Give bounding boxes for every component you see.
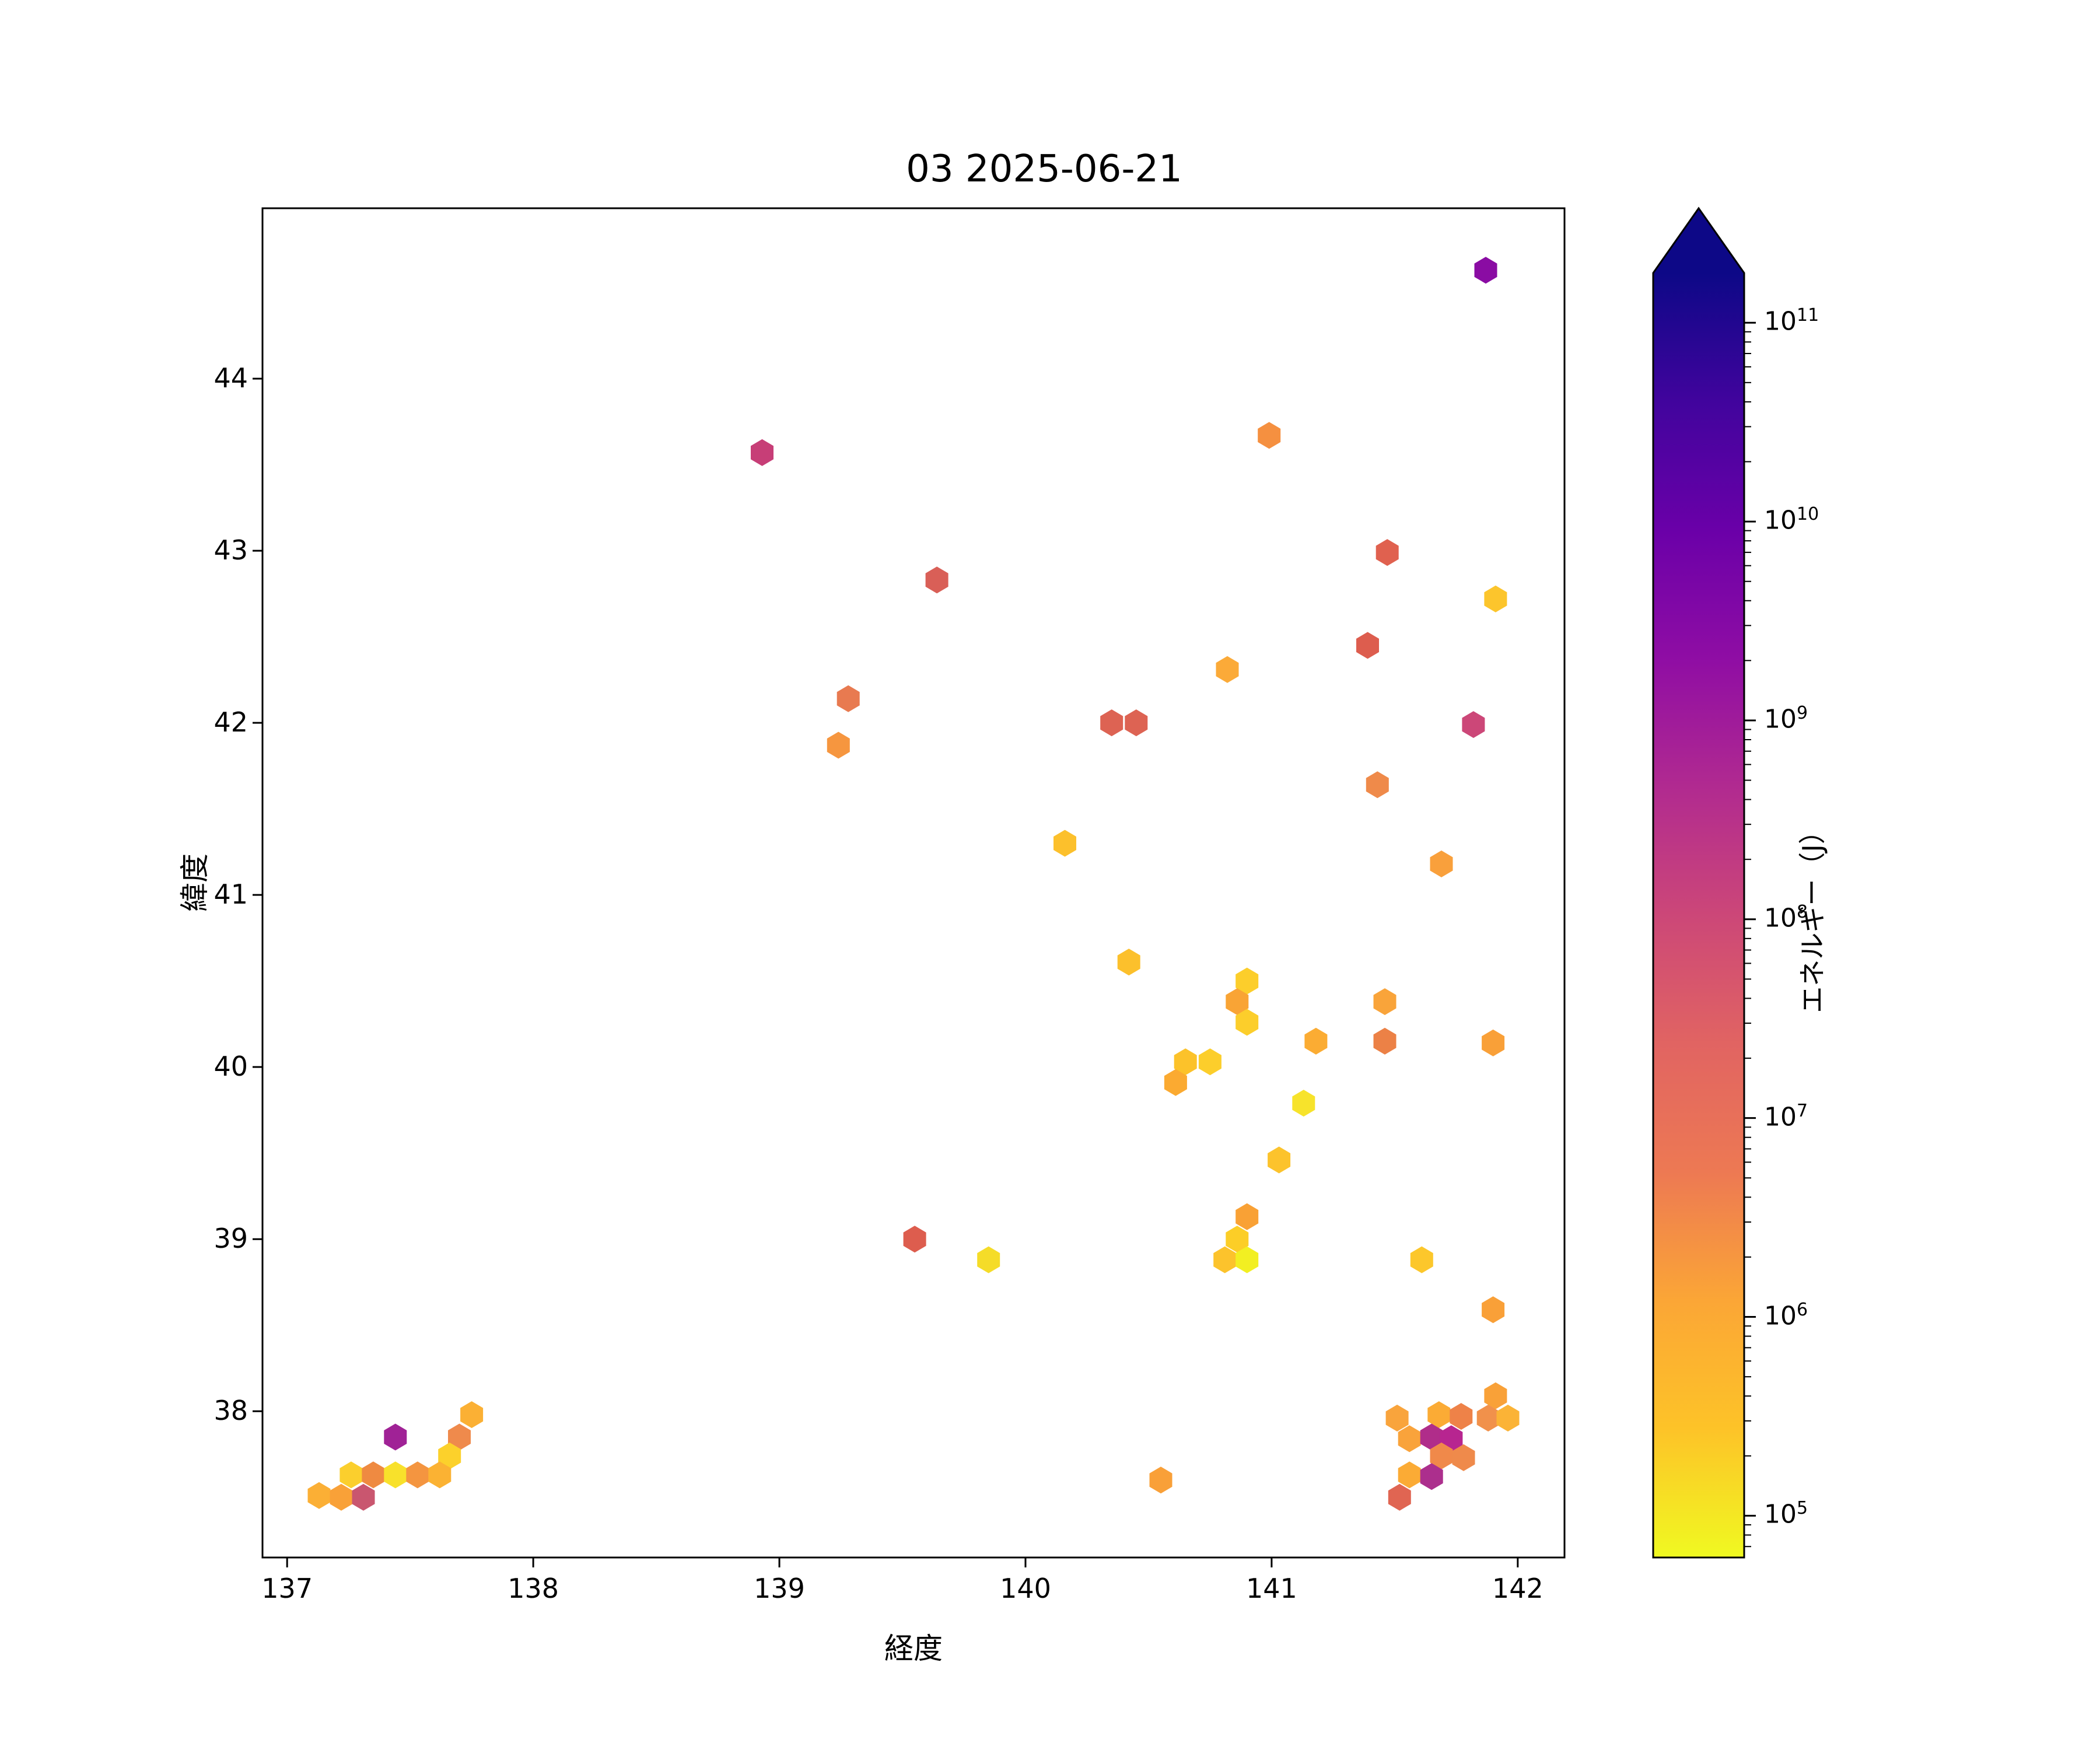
hex-cell xyxy=(1376,539,1399,566)
hex-cell xyxy=(1430,1442,1453,1469)
y-tick-label: 43 xyxy=(214,534,248,566)
hex-cell xyxy=(362,1461,385,1489)
hex-cell xyxy=(1462,711,1485,738)
hex-cell xyxy=(1398,1425,1421,1452)
hex-cell xyxy=(406,1461,429,1489)
y-tick-label: 38 xyxy=(214,1395,248,1427)
hex-cell xyxy=(1117,949,1140,976)
chart-title: 03 2025-06-21 xyxy=(906,148,1182,191)
colorbar-tick-label: 107 xyxy=(1764,1100,1808,1132)
colorbar-tick-label: 109 xyxy=(1764,702,1808,734)
x-tick-label: 139 xyxy=(754,1573,805,1604)
hex-cell xyxy=(1198,1048,1222,1076)
hex-cell xyxy=(1484,1382,1507,1409)
hex-cell xyxy=(1258,422,1281,449)
y-tick-label: 41 xyxy=(214,878,248,911)
hex-cell xyxy=(1236,1246,1259,1273)
hex-cell xyxy=(1236,967,1259,995)
colorbar-tick-label: 106 xyxy=(1764,1299,1808,1331)
hex-cell xyxy=(1149,1466,1172,1494)
hex-cell xyxy=(1496,1405,1520,1432)
hex-cell xyxy=(330,1483,353,1511)
hex-cell xyxy=(1420,1463,1443,1490)
hex-cell xyxy=(1482,1029,1505,1056)
hex-cell xyxy=(903,1226,926,1253)
hex-cell xyxy=(827,732,850,759)
hex-cell xyxy=(1226,988,1249,1016)
hex-cell xyxy=(384,1423,407,1451)
hex-cell xyxy=(1174,1048,1197,1076)
y-tick-label: 39 xyxy=(214,1223,248,1255)
hex-cell xyxy=(352,1483,375,1511)
colorbar-tick-label: 1010 xyxy=(1764,504,1819,536)
axes-frame xyxy=(261,207,1566,1559)
hex-cell xyxy=(1474,257,1497,284)
hexbin-points xyxy=(307,257,1520,1511)
hex-cell xyxy=(1216,656,1239,683)
colorbar-tick-label: 108 xyxy=(1764,901,1808,933)
hex-cell xyxy=(1356,632,1379,659)
colorbar-tick-label: 105 xyxy=(1764,1498,1808,1530)
hex-cell xyxy=(1385,1405,1409,1432)
colorbar-gradient xyxy=(1653,273,1744,1558)
hex-cell xyxy=(977,1246,1000,1273)
hex-cell xyxy=(1213,1246,1237,1273)
colorbar-tick-label: 1011 xyxy=(1764,305,1819,337)
hex-cell xyxy=(1236,1203,1259,1230)
hex-cell xyxy=(1476,1405,1500,1432)
hex-cell xyxy=(1304,1027,1328,1055)
hex-cell xyxy=(384,1461,407,1489)
hex-cell xyxy=(836,685,860,712)
x-tick-label: 142 xyxy=(1492,1573,1544,1604)
x-axis-label: 経度 xyxy=(884,1632,943,1665)
hex-cell xyxy=(1366,771,1389,799)
y-tick-label: 42 xyxy=(214,706,248,738)
hex-cell xyxy=(1373,988,1396,1016)
hex-cell xyxy=(1054,830,1076,857)
hex-cell xyxy=(925,566,949,594)
hex-cell xyxy=(1268,1146,1291,1174)
hex-cell xyxy=(1125,709,1148,737)
hex-cell xyxy=(1164,1069,1187,1096)
hex-cell xyxy=(1420,1423,1443,1451)
hex-cell xyxy=(1373,1027,1396,1055)
hex-cell xyxy=(448,1423,471,1451)
y-tick-label: 40 xyxy=(214,1051,248,1083)
hex-cell xyxy=(1226,1226,1249,1253)
hex-cell xyxy=(340,1461,363,1489)
hex-cell xyxy=(1388,1483,1411,1511)
y-tick-label: 44 xyxy=(214,362,248,394)
hex-cell xyxy=(751,439,774,466)
hex-cell xyxy=(438,1442,461,1469)
colorbar-extend-arrow xyxy=(1653,208,1744,273)
x-tick-label: 138 xyxy=(508,1573,559,1604)
hex-cell xyxy=(1450,1403,1473,1430)
hex-cell xyxy=(1236,1009,1259,1036)
hex-cell xyxy=(1100,709,1124,737)
hex-cell xyxy=(1398,1461,1421,1489)
x-tick-label: 137 xyxy=(261,1573,313,1604)
hex-cell xyxy=(1482,1296,1505,1324)
hex-cell xyxy=(1427,1401,1451,1429)
colorbar-outline xyxy=(1652,206,1745,1559)
hex-cell xyxy=(1410,1246,1433,1273)
hex-cell xyxy=(460,1401,484,1429)
hex-cell xyxy=(1484,585,1507,612)
hex-cell xyxy=(1292,1090,1315,1117)
hex-cell xyxy=(428,1461,452,1489)
x-tick-label: 141 xyxy=(1245,1573,1297,1604)
hex-cell xyxy=(307,1482,331,1509)
hex-cell xyxy=(1452,1444,1475,1471)
x-tick-label: 140 xyxy=(1000,1573,1051,1604)
hex-cell xyxy=(1430,850,1453,877)
